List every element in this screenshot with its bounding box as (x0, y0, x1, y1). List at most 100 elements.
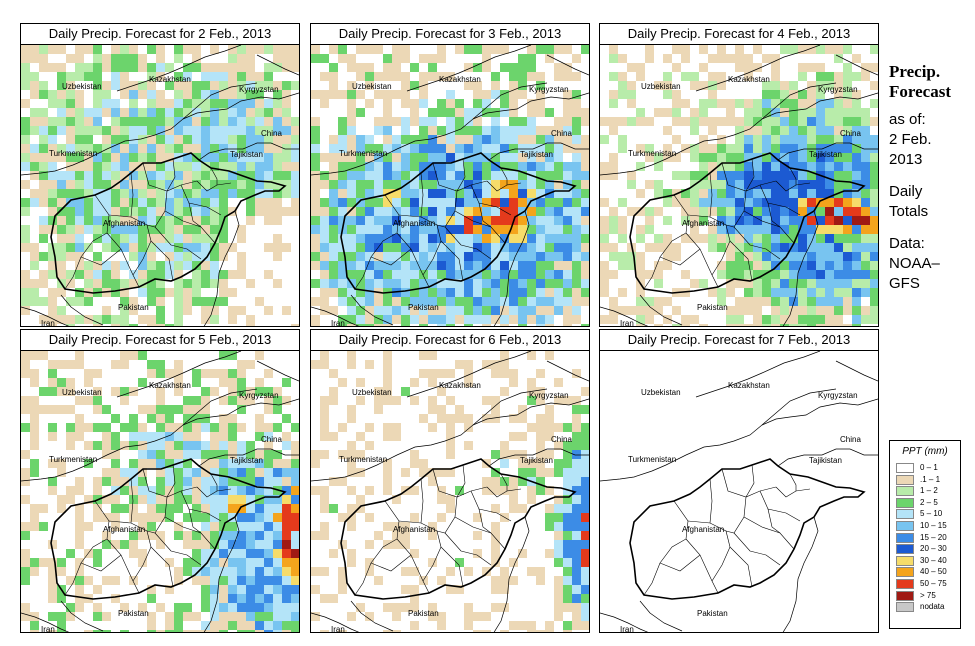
country-border (835, 360, 878, 382)
country-border (493, 210, 530, 326)
forecast-panel-feb-3: Daily Precip. Forecast for 3 Feb., 2013 … (310, 23, 590, 327)
country-border (777, 142, 878, 161)
country-label-kazakhstan: Kazakhstan (439, 381, 481, 390)
country-border (639, 600, 683, 632)
sidebar-title-line1: Precip. (889, 62, 941, 81)
province-boundary (180, 490, 222, 522)
country-border (695, 351, 821, 398)
province-boundary (789, 167, 797, 185)
province-boundary (733, 226, 781, 260)
province-boundary (745, 158, 755, 192)
country-border (546, 360, 589, 382)
legend-item: 20 – 30 (890, 543, 960, 555)
forecast-panel-feb-4: Daily Precip. Forecast for 4 Feb., 2013 … (599, 23, 879, 327)
country-label-kyrgyzstan: Kyrgyzstan (529, 85, 569, 94)
province-boundary (775, 486, 811, 498)
country-border (116, 351, 242, 398)
country-label-turkmenistan: Turkmenistan (339, 455, 387, 464)
country-label-china: China (551, 435, 572, 444)
legend-item: nodata (890, 601, 960, 613)
map-canvas: Uzbekistan Kazakhstan Kyrgyzstan China Turkm… (21, 45, 299, 326)
province-boundary (146, 496, 168, 534)
province-boundary (470, 490, 512, 522)
country-border (21, 388, 258, 482)
province-boundary (789, 473, 797, 491)
country-label-turkmenistan: Turkmenistan (339, 149, 387, 158)
as-of-label: as of: (889, 111, 926, 128)
panel-title: Daily Precip. Forecast for 4 Feb., 2013 (599, 23, 879, 45)
province-boundary (80, 248, 122, 266)
country-label-kyrgyzstan: Kyrgyzstan (818, 85, 858, 94)
country-border (311, 388, 548, 482)
country-label-afghanistan: Afghanistan (682, 525, 724, 534)
legend-label: 30 – 40 (920, 555, 947, 565)
country-label-pakistan: Pakistan (697, 609, 728, 618)
legend-label: 5 – 10 (920, 509, 943, 519)
legend-swatch (896, 555, 914, 566)
country-label-iran: Iran (41, 319, 55, 326)
country-border (761, 92, 878, 120)
data-source-line2: NOAA– (889, 255, 940, 272)
country-label-india: India (259, 631, 277, 632)
legend-title: PPT (mm) (902, 446, 948, 457)
precip-map-feb-6: Uzbekistan Kazakhstan Kyrgyzstan China Turkm… (310, 350, 590, 633)
country-border (782, 516, 819, 632)
country-border (311, 306, 360, 326)
country-border (21, 306, 70, 326)
province-boundary (456, 158, 466, 192)
forecast-info: Precip. Forecast as of: 2 Feb. 2013 Dail… (889, 62, 975, 294)
country-label-tajikistan: Tajikistan (809, 456, 842, 465)
as-of-date-line2: 2013 (889, 151, 923, 168)
province-boundary (454, 516, 506, 550)
country-border (60, 294, 104, 326)
country-border (60, 600, 104, 632)
country-border (406, 351, 532, 398)
legend-item: 15 – 20 (890, 532, 960, 544)
country-label-afghanistan: Afghanistan (393, 219, 435, 228)
country-label-china: China (840, 129, 861, 138)
country-border (198, 448, 299, 467)
country-label-uzbekistan: Uzbekistan (352, 388, 392, 397)
country-label-iran: Iran (41, 625, 55, 632)
country-label-uzbekistan: Uzbekistan (62, 82, 102, 91)
province-boundary (767, 202, 781, 228)
legend-item: 30 – 40 (890, 555, 960, 567)
country-border (198, 142, 299, 161)
legend-item: > 75 (890, 590, 960, 602)
country-label-kyrgyzstan: Kyrgyzstan (239, 85, 279, 94)
country-border (600, 82, 837, 176)
legend-label: 1 – 2 (920, 486, 938, 496)
country-label-afghanistan: Afghanistan (103, 219, 145, 228)
province-boundary (440, 546, 464, 588)
province-boundary (436, 190, 458, 228)
country-label-uzbekistan: Uzbekistan (62, 388, 102, 397)
country-label-kazakhstan: Kazakhstan (149, 75, 191, 84)
country-border (406, 45, 532, 92)
country-label-afghanistan: Afghanistan (393, 525, 435, 534)
country-label-kyrgyzstan: Kyrgyzstan (529, 391, 569, 400)
country-label-iran: Iran (620, 625, 634, 632)
legend-label: 20 – 30 (920, 544, 947, 554)
province-boundary (164, 516, 216, 550)
country-label-iran: Iran (331, 319, 345, 326)
province-boundary (729, 240, 753, 282)
panel-title: Daily Precip. Forecast for 6 Feb., 2013 (310, 329, 590, 351)
country-border (182, 398, 299, 426)
country-label-india: India (549, 325, 567, 326)
country-label-afghanistan: Afghanistan (103, 525, 145, 534)
country-label-india: India (549, 631, 567, 632)
province-boundary (166, 464, 176, 498)
country-border (350, 294, 394, 326)
province-boundary (210, 473, 218, 491)
province-boundary (733, 532, 781, 566)
province-boundary (164, 210, 216, 244)
country-label-pakistan: Pakistan (697, 303, 728, 312)
data-source-line3: GFS (889, 275, 920, 292)
precip-map-feb-5: Uzbekistan Kazakhstan Kyrgyzstan China Turkm… (20, 350, 300, 633)
legend-item: 10 – 15 (890, 520, 960, 532)
precip-grid (21, 45, 299, 326)
legend-item: 50 – 75 (890, 578, 960, 590)
province-boundary (454, 210, 506, 244)
country-border (488, 142, 589, 161)
legend-item: 1 – 2 (890, 485, 960, 497)
